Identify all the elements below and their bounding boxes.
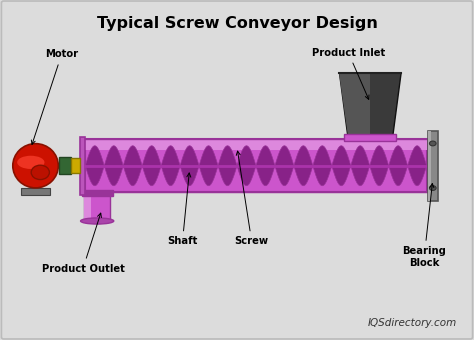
Text: Product Outlet: Product Outlet [42, 213, 124, 274]
Polygon shape [123, 166, 142, 186]
Polygon shape [218, 146, 237, 166]
Polygon shape [123, 146, 142, 166]
Bar [84, 192, 91, 221]
Text: Product Inlet: Product Inlet [312, 48, 385, 99]
Polygon shape [180, 146, 199, 166]
Text: Screw: Screw [235, 151, 269, 246]
Polygon shape [161, 166, 180, 186]
Polygon shape [256, 166, 275, 186]
Bar [71, 158, 80, 173]
Polygon shape [332, 166, 351, 186]
Ellipse shape [17, 156, 45, 169]
Bar [85, 184, 427, 192]
Polygon shape [237, 166, 256, 186]
Bar [344, 134, 396, 141]
Polygon shape [313, 166, 332, 186]
Bar [85, 139, 427, 192]
Bar [85, 139, 427, 150]
Text: IQSdirectory.com: IQSdirectory.com [368, 318, 457, 328]
Polygon shape [237, 146, 256, 166]
Polygon shape [275, 166, 294, 186]
Bar [84, 192, 110, 221]
Polygon shape [408, 166, 427, 186]
Polygon shape [180, 166, 199, 186]
Text: Motor: Motor [31, 49, 78, 144]
Polygon shape [104, 166, 123, 186]
Polygon shape [104, 146, 123, 166]
Polygon shape [389, 166, 408, 186]
Text: Bearing
Block: Bearing Block [402, 184, 446, 268]
Polygon shape [85, 166, 104, 186]
Polygon shape [142, 146, 161, 166]
Polygon shape [275, 146, 294, 166]
Text: Shaft: Shaft [167, 173, 198, 246]
Polygon shape [408, 146, 427, 166]
Polygon shape [339, 73, 370, 136]
Polygon shape [351, 166, 370, 186]
Polygon shape [370, 146, 389, 166]
Polygon shape [332, 146, 351, 166]
Polygon shape [389, 146, 408, 166]
Circle shape [429, 186, 436, 190]
Polygon shape [339, 73, 401, 136]
Polygon shape [218, 166, 237, 186]
Ellipse shape [31, 165, 49, 180]
Polygon shape [370, 166, 389, 186]
Polygon shape [199, 166, 218, 186]
Polygon shape [85, 146, 104, 166]
Bar [59, 157, 71, 174]
Bar [80, 137, 85, 195]
Polygon shape [142, 166, 161, 186]
Polygon shape [351, 146, 370, 166]
Ellipse shape [13, 144, 58, 188]
Polygon shape [294, 146, 313, 166]
Bar [21, 188, 50, 195]
Polygon shape [256, 146, 275, 166]
Polygon shape [313, 146, 332, 166]
Circle shape [429, 141, 436, 146]
Polygon shape [199, 146, 218, 166]
Text: Typical Screw Conveyor Design: Typical Screw Conveyor Design [97, 16, 377, 31]
Bar [82, 190, 113, 196]
Bar [428, 131, 431, 201]
Polygon shape [294, 166, 313, 186]
Bar [428, 131, 438, 201]
Ellipse shape [81, 218, 114, 224]
Polygon shape [161, 146, 180, 166]
